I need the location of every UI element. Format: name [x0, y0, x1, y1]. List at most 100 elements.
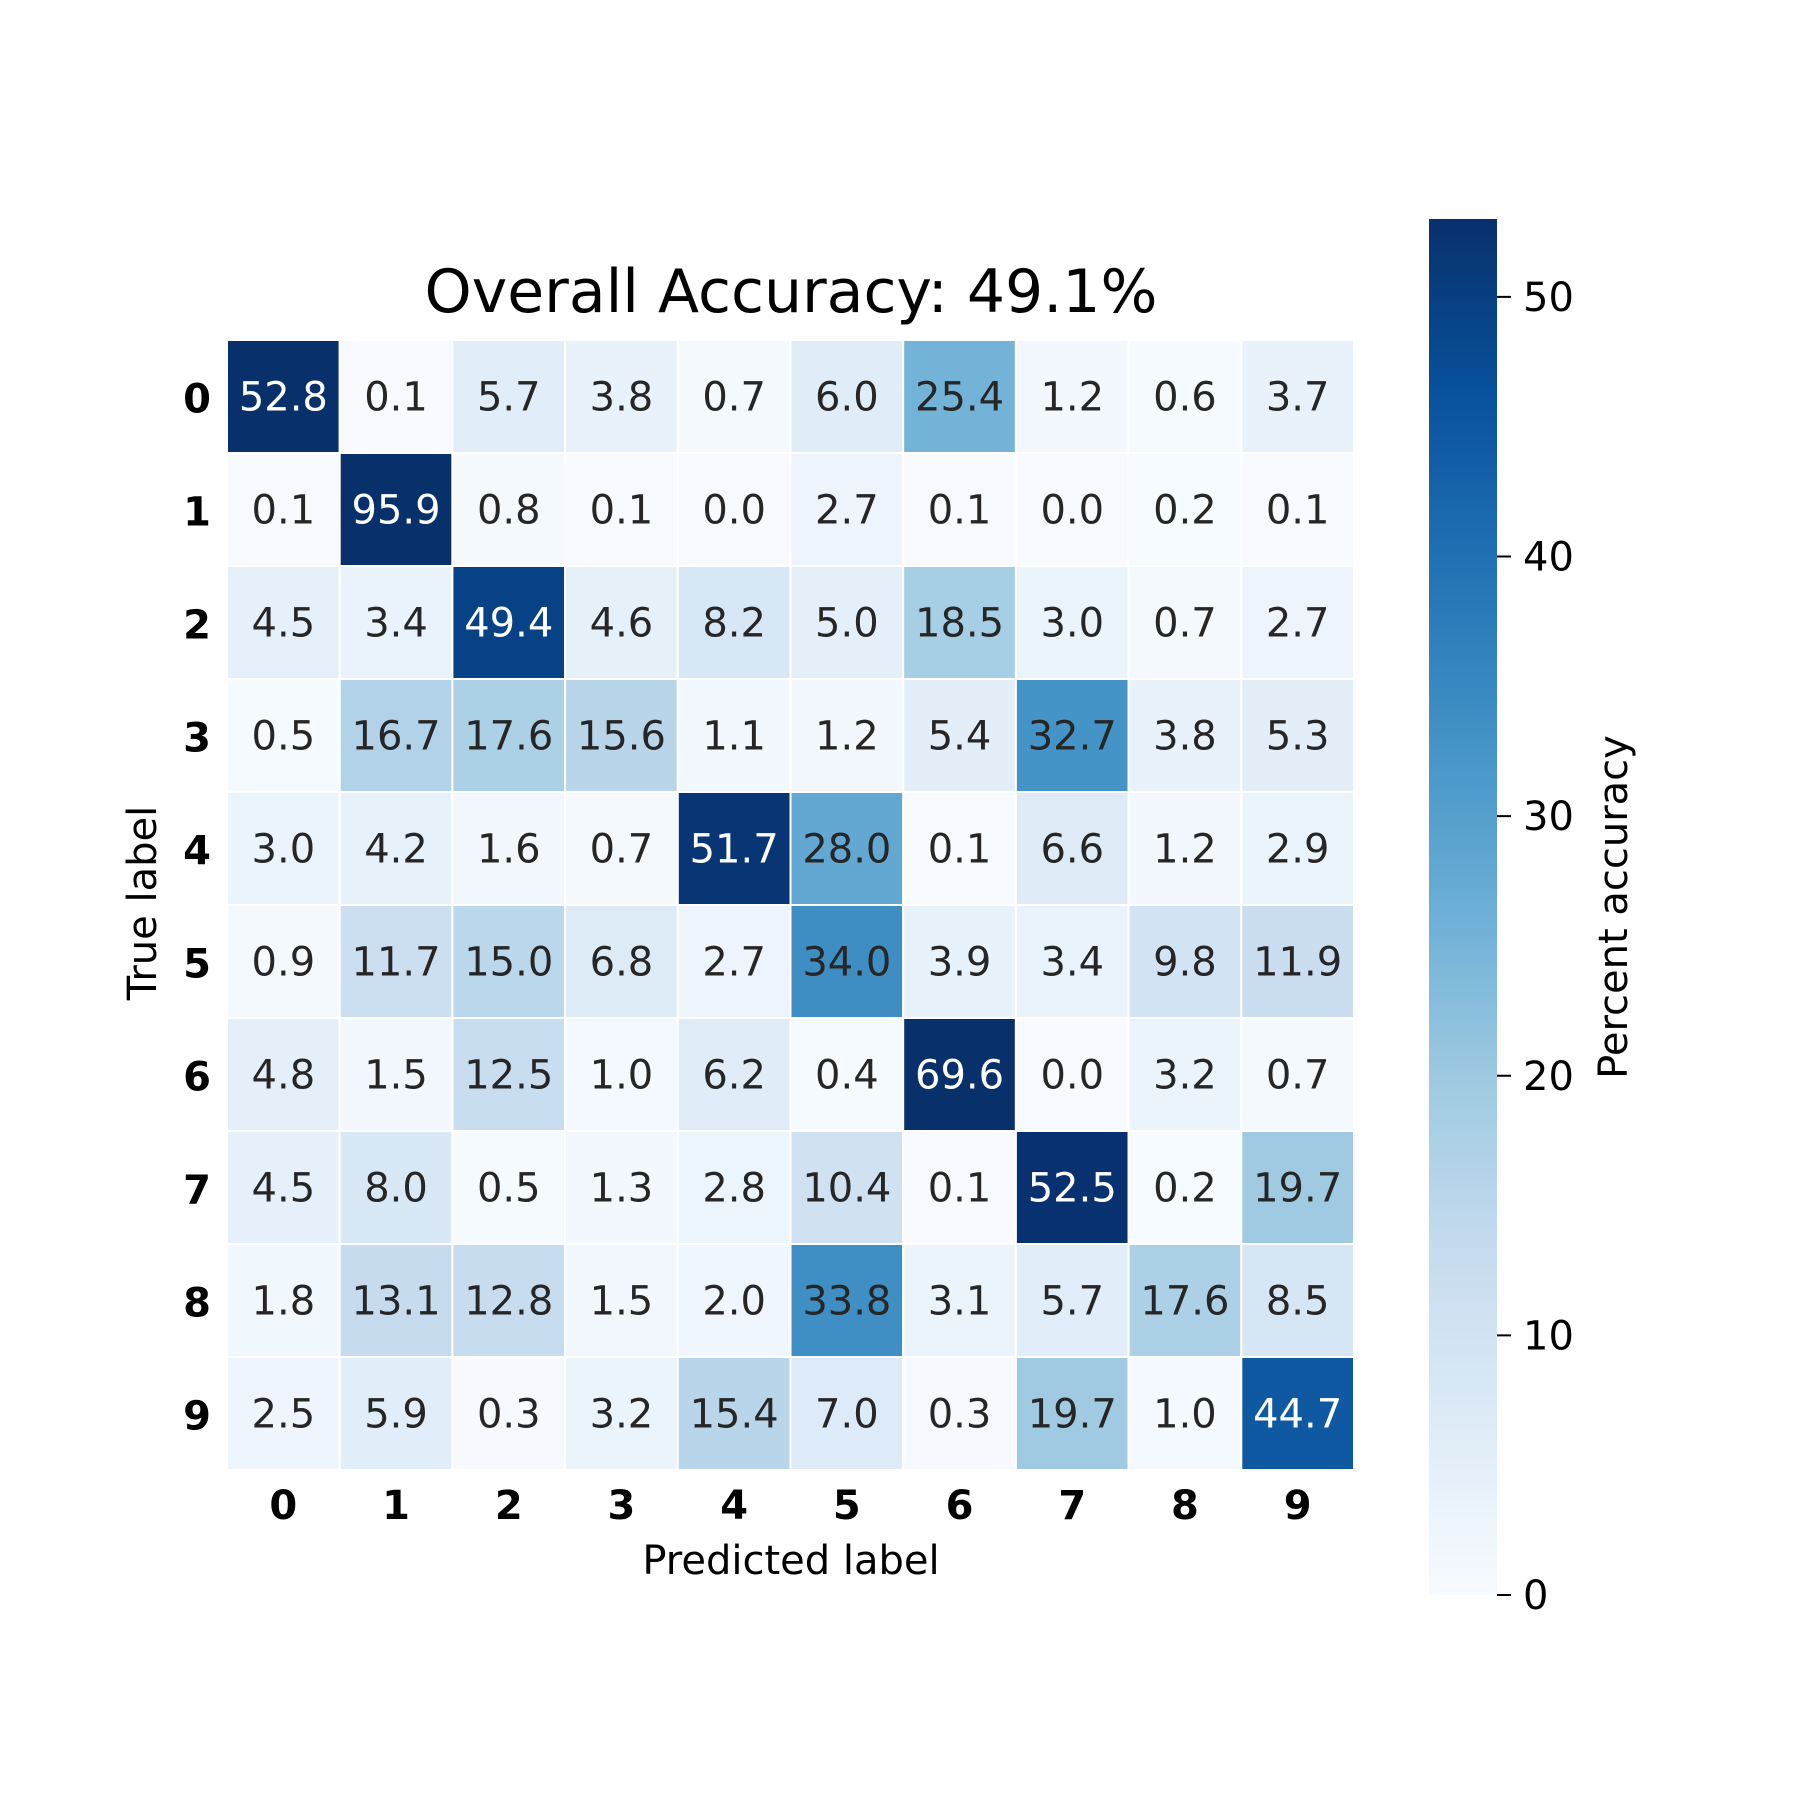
heatmap-cell-r4-c7 — [1014, 791, 1130, 906]
colorbar — [1429, 219, 1497, 1595]
cell-value-label-r4-c8: 1.2 — [1153, 827, 1217, 873]
heatmap-cell-r9-c2 — [451, 1356, 567, 1471]
cell-value-label-r3-c4: 1.1 — [702, 714, 766, 760]
heatmap-cell-r9-c9 — [1240, 1356, 1356, 1471]
heatmap-cell-r1-c2 — [451, 452, 567, 567]
y-tick-label-6: 6 — [183, 1055, 211, 1101]
heatmap-cell-r1-c3 — [564, 452, 679, 567]
heatmap-cell-r0-c0 — [226, 339, 341, 454]
heatmap-cell-r1-c1 — [338, 452, 454, 567]
cell-value-label-r4-c4: 51.7 — [690, 827, 779, 873]
heatmap-cell-r5-c0 — [226, 904, 341, 1019]
cell-value-label-r8-c5: 33.8 — [802, 1279, 891, 1325]
heatmap-cell-r2-c1 — [338, 565, 454, 680]
cell-value-label-r4-c9: 2.9 — [1266, 827, 1330, 873]
colorbar-tick-label-1: 10 — [1523, 1313, 1574, 1359]
heatmap-cell-r7-c9 — [1240, 1130, 1356, 1245]
cell-value-label-r8-c2: 12.8 — [464, 1279, 553, 1325]
heatmap-cell-r9-c3 — [564, 1356, 679, 1471]
cell-value-label-r1-c3: 0.1 — [590, 488, 654, 534]
cell-value-label-r2-c5: 5.0 — [815, 601, 879, 647]
heatmap-cell-r0-c2 — [451, 339, 567, 454]
heatmap-cell-r2-c3 — [564, 565, 679, 680]
cell-value-label-r0-c3: 3.8 — [590, 375, 654, 421]
cell-value-label-r8-c1: 13.1 — [352, 1279, 441, 1325]
y-tick-label-8: 8 — [183, 1281, 211, 1327]
heatmap-cell-r1-c9 — [1240, 452, 1356, 567]
cell-value-label-r2-c9: 2.7 — [1266, 601, 1330, 647]
cell-value-label-r7-c2: 0.5 — [477, 1166, 541, 1212]
y-tick-label-4: 4 — [183, 829, 211, 875]
cell-value-label-r6-c1: 1.5 — [364, 1053, 428, 1099]
heatmap-cell-r2-c5 — [789, 565, 905, 680]
heatmap-cell-r7-c7 — [1014, 1130, 1130, 1245]
cell-value-label-r7-c8: 0.2 — [1153, 1166, 1217, 1212]
cell-value-label-r6-c9: 0.7 — [1266, 1053, 1330, 1099]
cell-value-label-r6-c0: 4.8 — [252, 1053, 316, 1099]
colorbar-tick-label-0: 0 — [1523, 1573, 1548, 1619]
cell-value-label-r6-c7: 0.0 — [1040, 1053, 1104, 1099]
heatmap-cell-r4-c3 — [564, 791, 679, 906]
heatmap-cell-r1-c8 — [1127, 452, 1243, 567]
heatmap-cell-r2-c2 — [451, 565, 567, 680]
heatmap-cell-r6-c7 — [1014, 1017, 1130, 1132]
heatmap-cell-r5-c3 — [564, 904, 679, 1019]
heatmap-cell-r5-c1 — [338, 904, 454, 1019]
x-tick-label-4: 4 — [720, 1483, 748, 1529]
cell-value-label-r3-c5: 1.2 — [815, 714, 879, 760]
cell-value-label-r9-c9: 44.7 — [1253, 1392, 1342, 1438]
cell-value-label-r2-c6: 18.5 — [915, 601, 1004, 647]
heatmap-cell-r8-c0 — [226, 1243, 341, 1358]
cell-value-label-r6-c3: 1.0 — [590, 1053, 654, 1099]
heatmap-cell-r4-c6 — [902, 791, 1017, 906]
cell-value-label-r0-c6: 25.4 — [915, 375, 1004, 421]
cell-value-label-r1-c5: 2.7 — [815, 488, 879, 534]
cell-value-label-r9-c4: 15.4 — [690, 1392, 779, 1438]
heatmap-cell-r8-c8 — [1127, 1243, 1243, 1358]
x-tick-label-6: 6 — [946, 1483, 974, 1529]
cell-value-label-r1-c9: 0.1 — [1266, 488, 1330, 534]
heatmap-cell-r4-c4 — [676, 791, 792, 906]
cell-value-label-r0-c7: 1.2 — [1040, 375, 1104, 421]
cell-value-label-r1-c0: 0.1 — [252, 488, 316, 534]
cell-value-label-r4-c7: 6.6 — [1040, 827, 1104, 873]
cell-value-label-r5-c1: 11.7 — [352, 940, 441, 986]
x-tick-label-8: 8 — [1171, 1483, 1199, 1529]
heatmap-cell-r7-c5 — [789, 1130, 905, 1245]
cell-value-label-r1-c1: 95.9 — [352, 488, 441, 534]
x-tick-labels: 0 1 2 3 4 5 6 7 8 9 — [269, 1483, 1311, 1529]
heatmap-cell-r7-c8 — [1127, 1130, 1243, 1245]
cell-value-label-r0-c5: 6.0 — [815, 375, 879, 421]
heatmap-cell-r2-c8 — [1127, 565, 1243, 680]
heatmap-cell-r2-c0 — [226, 565, 341, 680]
heatmap-cell-r9-c8 — [1127, 1356, 1243, 1471]
cell-value-label-r5-c3: 6.8 — [590, 940, 654, 986]
heatmap-cell-r2-c4 — [676, 565, 792, 680]
heatmap-cell-r8-c4 — [676, 1243, 792, 1358]
cell-value-label-r7-c1: 8.0 — [364, 1166, 428, 1212]
heatmap-cell-r0-c1 — [338, 339, 454, 454]
colorbar-tick-label-2: 20 — [1523, 1054, 1574, 1100]
x-axis-label: Predicted label — [642, 1538, 939, 1584]
heatmap-cell-r6-c6 — [902, 1017, 1017, 1132]
heatmap-cell-r5-c4 — [676, 904, 792, 1019]
heatmap-cell-r6-c2 — [451, 1017, 567, 1132]
heatmap-cells — [226, 339, 1356, 1471]
heatmap-cell-r9-c7 — [1014, 1356, 1130, 1471]
cell-value-label-r8-c7: 5.7 — [1040, 1279, 1104, 1325]
cell-value-label-r8-c0: 1.8 — [252, 1279, 316, 1325]
cell-value-label-r2-c0: 4.5 — [252, 601, 316, 647]
cell-value-label-r4-c5: 28.0 — [802, 827, 891, 873]
heatmap-cell-r5-c7 — [1014, 904, 1130, 1019]
x-tick-label-1: 1 — [382, 1483, 410, 1529]
y-axis-label: True label — [120, 806, 166, 1001]
heatmap-cell-r6-c1 — [338, 1017, 454, 1132]
cell-value-label-r7-c4: 2.8 — [702, 1166, 766, 1212]
cell-value-label-r2-c8: 0.7 — [1153, 601, 1217, 647]
heatmap-cell-r0-c9 — [1240, 339, 1356, 454]
colorbar-ticks: 0 10 20 30 40 50 — [1497, 275, 1574, 1619]
y-tick-label-9: 9 — [183, 1394, 211, 1440]
cell-value-label-r6-c6: 69.6 — [915, 1053, 1004, 1099]
heatmap-cell-r9-c0 — [226, 1356, 341, 1471]
